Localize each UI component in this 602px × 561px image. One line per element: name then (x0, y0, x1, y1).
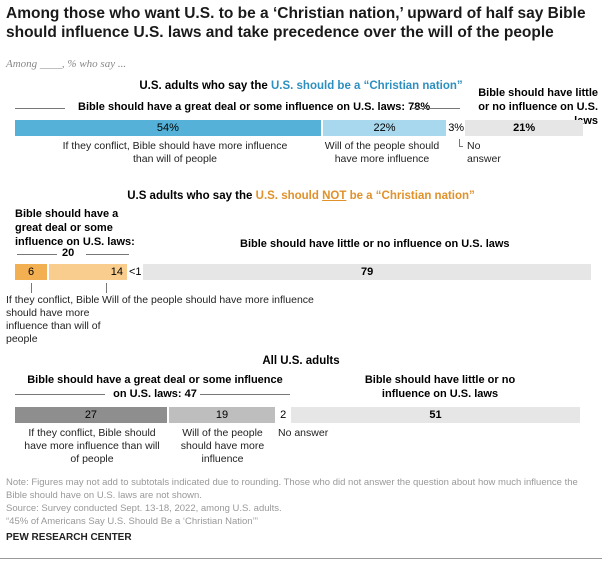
panel1-title-pre: U.S. adults who say the (139, 80, 271, 92)
report-title: “45% of Americans Say U.S. Should Be a ‘… (6, 516, 258, 527)
bar-segment: 2 (280, 409, 287, 421)
panel1-label-people: Will of the people should have more infl… (324, 140, 440, 165)
panel1-header-left: Bible should have a great deal or some i… (78, 101, 431, 113)
panel2-header-right: Bible should have little or no influence… (240, 238, 510, 250)
panel2-bar: 6 14 <1 79 (15, 264, 592, 280)
bar-segment: 3% (448, 122, 465, 134)
panel1-label-bible: If they conflict, Bible should have more… (62, 140, 288, 165)
bar-segment: 54% (15, 120, 321, 136)
panel3-header-right: Bible should have little or no influence… (364, 374, 516, 400)
panel3-label-people: Will of the people should have more infl… (180, 427, 265, 465)
t: NOT (322, 190, 347, 202)
panel2-label-bible: If they conflict, Bible should have more… (6, 294, 101, 345)
bar-segment: 14 (49, 264, 127, 280)
panel2-header-left: Bible should have a great deal or some i… (15, 208, 135, 248)
panel2-title-highlight: U.S. should NOT be a “Christian nation” (256, 190, 475, 202)
tick (106, 283, 107, 293)
panel2-title-pre: U.S adults who say the (127, 190, 256, 202)
brand: PEW RESEARCH CENTER (6, 532, 132, 543)
bar-segment: 21% (465, 120, 583, 136)
panel1-header-right: Bible should have little or no influence… (478, 87, 598, 127)
panel3-header-left: Bible should have a great deal or some i… (27, 374, 283, 400)
tick (459, 139, 460, 147)
panel3-label-noanswer: No answer (278, 427, 329, 439)
tick (459, 146, 463, 147)
bracket-rule (15, 108, 65, 109)
panel3-bar: 27 19 2 51 (15, 407, 590, 423)
bar-segment: <1 (129, 266, 142, 278)
bracket-rule (86, 254, 129, 255)
tick (31, 283, 32, 293)
bar-segment: 27 (15, 407, 167, 423)
bar-segment: 51 (291, 407, 580, 423)
note: Note: Figures may not add to subtotals i… (6, 477, 578, 501)
bottom-rule (0, 558, 602, 559)
panel2-header-left-value: 20 (62, 247, 75, 259)
bar-segment: 19 (168, 407, 276, 423)
panel1-label-noanswer: No answer (467, 140, 501, 165)
panel2-label-people: Will of the people should have more infl… (102, 294, 314, 306)
panel3-title: All U.S. adults (262, 355, 340, 367)
t: U.S. should (255, 190, 323, 202)
bracket-rule (412, 108, 460, 109)
t: be a “Christian nation” (346, 190, 475, 202)
panel3-label-bible: If they conflict, Bible should have more… (24, 427, 160, 465)
bracket-rule (200, 394, 290, 395)
panel2-title: U.S adults who say the U.S. should NOT b… (0, 190, 602, 202)
bar-segment: 79 (143, 264, 592, 280)
panel1-title-highlight: U.S. should be a “Christian nation” (270, 80, 463, 92)
bar-segment: 22% (322, 120, 447, 136)
bracket-rule (15, 394, 105, 395)
bar-segment: 6 (15, 264, 48, 280)
bracket-rule (17, 254, 57, 255)
source: Source: Survey conducted Sept. 13-18, 20… (6, 503, 282, 514)
panel1-bar: 54% 22% 3% 21% (15, 120, 590, 136)
chart-title: Among those who want U.S. to be a ‘Chris… (6, 5, 586, 41)
chart-subtitle: Among ____, % who say ... (6, 58, 127, 70)
panel1-title: U.S. adults who say the U.S. should be a… (0, 80, 602, 92)
